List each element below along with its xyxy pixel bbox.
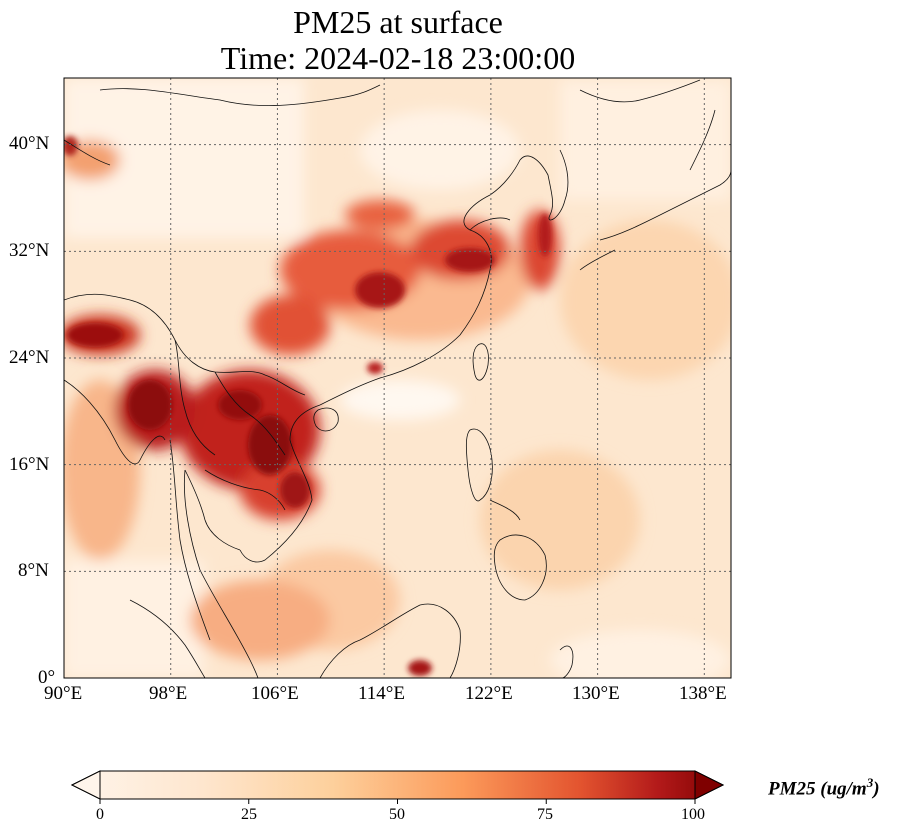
colorbar-tick-label: 75 [537,806,553,823]
lat-tick-label: 0° [38,667,56,688]
colorbar-bar [70,770,725,800]
map-title: PM25 at surface [293,4,503,40]
lon-tick-label: 114°E [358,683,405,704]
lat-tick-label: 24°N [9,347,50,368]
colorbar-extend-high [694,770,725,800]
map-subtitle-time: Time: 2024-02-18 23:00:00 [220,40,576,76]
coastlines [64,79,731,678]
lon-tick-label: 122°E [465,683,513,704]
colorbar [70,770,725,804]
colorbar-label: PM25 (ug/m3) [768,775,880,800]
colorbar-tick-label: 50 [389,806,405,823]
lat-tick-label: 8°N [18,560,49,581]
lon-tick-label: 130°E [572,683,620,704]
lat-tick-label: 40°N [9,133,50,154]
lat-tick-label: 32°N [9,240,50,261]
lon-tick-label: 90°E [44,683,83,704]
lon-tick-label: 138°E [679,683,727,704]
lon-tick-label: 106°E [251,683,299,704]
colorbar-tick-label: 25 [241,806,257,823]
colorbar-tick-label: 0 [96,806,104,823]
pm25-field [64,78,731,678]
map-frame [63,77,732,679]
lon-tick-label: 98°E [149,683,188,704]
gridlines [64,78,731,678]
colorbar-tick-label: 100 [681,806,705,823]
lat-tick-label: 16°N [9,454,50,475]
colorbar-extend-low [70,770,101,800]
